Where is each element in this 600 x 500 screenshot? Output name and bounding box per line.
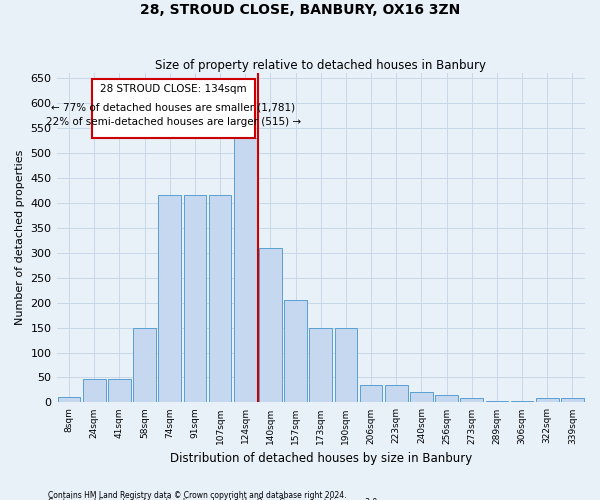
Bar bbox=[335, 328, 357, 402]
FancyBboxPatch shape bbox=[92, 79, 256, 138]
Title: Size of property relative to detached houses in Banbury: Size of property relative to detached ho… bbox=[155, 59, 486, 72]
Text: 28, STROUD CLOSE, BANBURY, OX16 3ZN: 28, STROUD CLOSE, BANBURY, OX16 3ZN bbox=[140, 2, 460, 16]
Bar bbox=[284, 300, 307, 402]
Bar bbox=[83, 380, 106, 402]
Bar bbox=[184, 196, 206, 402]
Bar bbox=[133, 328, 156, 402]
Text: ← 77% of detached houses are smaller (1,781): ← 77% of detached houses are smaller (1,… bbox=[52, 102, 296, 112]
Bar bbox=[435, 395, 458, 402]
Text: Contains HM Land Registry data © Crown copyright and database right 2024.: Contains HM Land Registry data © Crown c… bbox=[48, 490, 347, 500]
Bar bbox=[259, 248, 282, 402]
Bar bbox=[410, 392, 433, 402]
Bar bbox=[385, 385, 407, 402]
Bar bbox=[58, 398, 80, 402]
Bar bbox=[108, 380, 131, 402]
Text: 22% of semi-detached houses are larger (515) →: 22% of semi-detached houses are larger (… bbox=[46, 117, 301, 127]
Bar bbox=[360, 385, 382, 402]
Bar bbox=[460, 398, 483, 402]
Y-axis label: Number of detached properties: Number of detached properties bbox=[15, 150, 25, 326]
Bar bbox=[234, 138, 257, 402]
Bar bbox=[209, 196, 232, 402]
Bar bbox=[158, 196, 181, 402]
Bar bbox=[561, 398, 584, 402]
X-axis label: Distribution of detached houses by size in Banbury: Distribution of detached houses by size … bbox=[170, 452, 472, 465]
Bar bbox=[536, 398, 559, 402]
Bar bbox=[310, 328, 332, 402]
Text: 28 STROUD CLOSE: 134sqm: 28 STROUD CLOSE: 134sqm bbox=[100, 84, 247, 94]
Text: Contains public sector information licensed under the Open Government Licence v3: Contains public sector information licen… bbox=[48, 498, 380, 500]
